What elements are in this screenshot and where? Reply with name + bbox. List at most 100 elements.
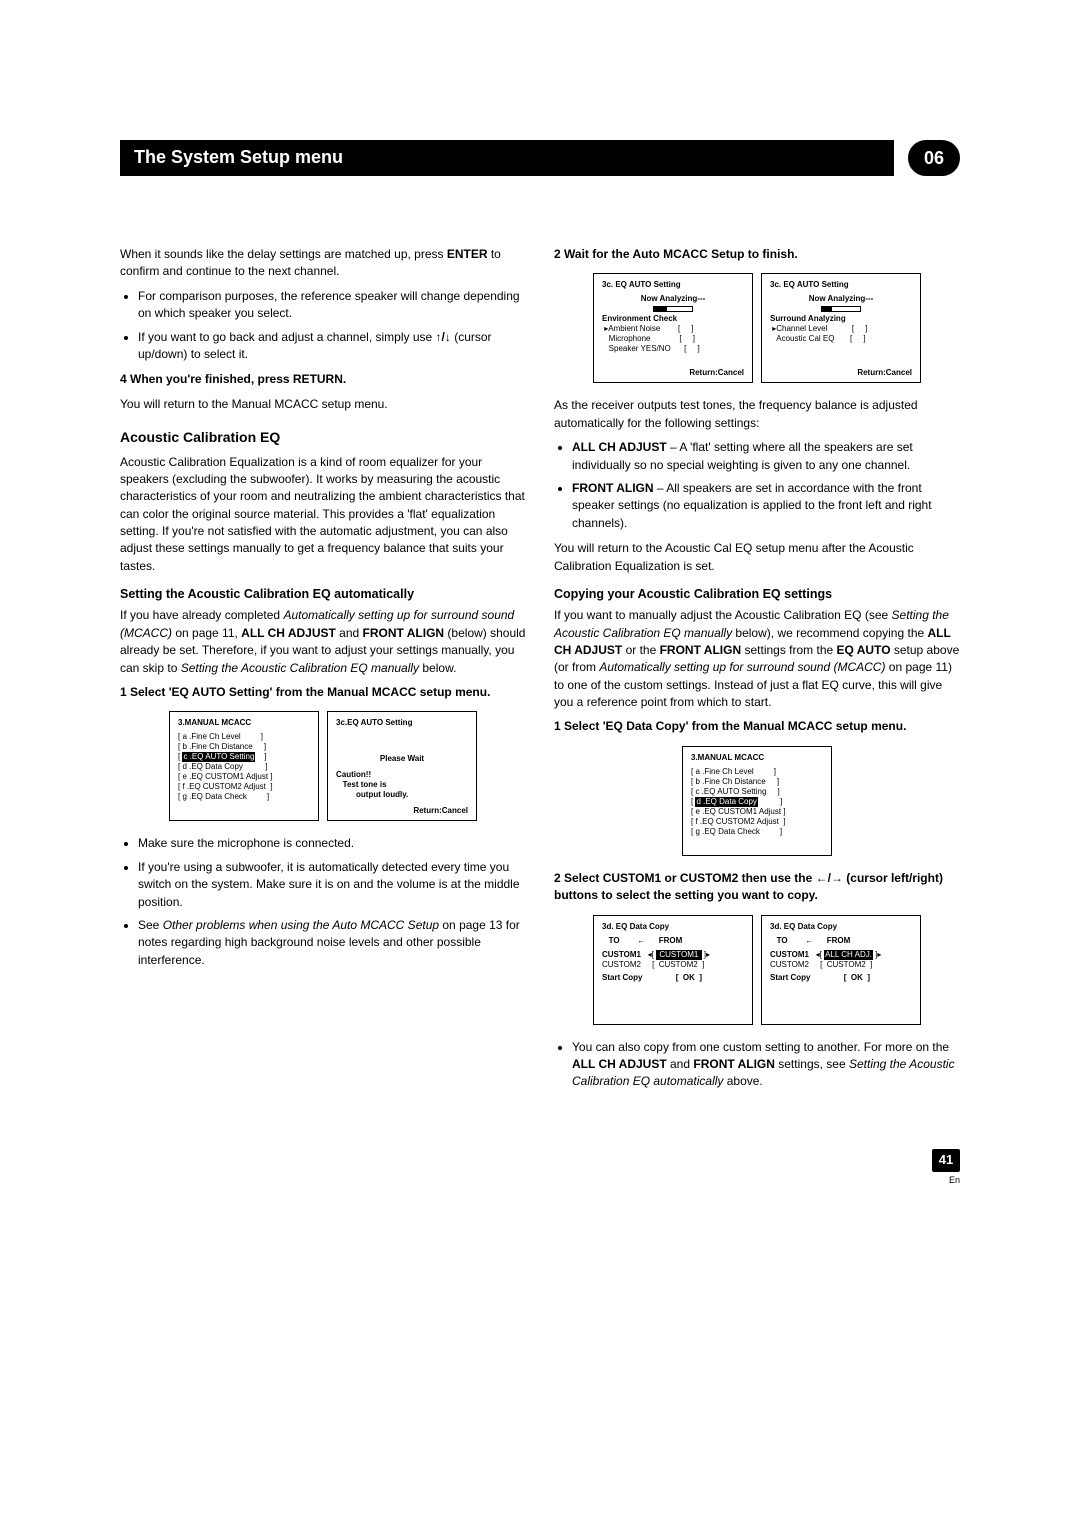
- setting-auto-heading: Setting the Acoustic Calibration EQ auto…: [120, 585, 526, 603]
- sa-a: If you have already completed: [120, 608, 283, 622]
- m2b-l3: Start Copy [ OK ]: [770, 973, 912, 983]
- mb1b-title: 3c.EQ AUTO Setting: [336, 718, 468, 728]
- header-title: The System Setup menu: [120, 140, 894, 176]
- bullet-go-back: If you want to go back and adjust a chan…: [138, 329, 526, 364]
- go-back-a: If you want to go back and adjust a chan…: [138, 330, 436, 344]
- m2b-l2: CUSTOM2 [ CUSTOM2 ]: [770, 960, 912, 970]
- intro-para: When it sounds like the delay settings a…: [120, 246, 526, 281]
- r-para-2: You will return to the Acoustic Cal EQ s…: [554, 540, 960, 575]
- mb1-title: 3.MANUAL MCACC: [178, 718, 310, 728]
- rb1-title: 3c. EQ AUTO Setting: [602, 280, 744, 290]
- mr1-l4: [ f .EQ CUSTOM2 Adjust ]: [691, 817, 823, 827]
- rb2a: FRONT ALIGN: [572, 481, 654, 495]
- m2a-title: 3d. EQ Data Copy: [602, 922, 744, 932]
- mr1-sel: d .EQ Data Copy: [695, 797, 757, 807]
- rl-c: and: [667, 1057, 694, 1071]
- bullet-front-align: FRONT ALIGN – All speakers are set in ac…: [572, 480, 960, 532]
- right-column: 2 Wait for the Auto MCACC Setup to finis…: [554, 246, 960, 1099]
- progress-bar-1: [653, 306, 693, 312]
- rb1-env: Environment Check: [602, 314, 744, 324]
- rl-b: ALL CH ADJUST: [572, 1057, 667, 1071]
- rl-g: above.: [723, 1074, 762, 1088]
- m2a-to: TO ← FROM: [602, 936, 744, 946]
- mb1b-c1: Caution!!: [336, 770, 468, 780]
- menu-eq-copy-1: 3d. EQ Data Copy TO ← FROM CUSTOM1 ◂[ CU…: [593, 915, 753, 1025]
- m2a-l2: CUSTOM2 [ CUSTOM2 ]: [602, 960, 744, 970]
- page-lang: En: [120, 1174, 960, 1187]
- rb2-title: 3c. EQ AUTO Setting: [770, 280, 912, 290]
- m2b-title: 3d. EQ Data Copy: [770, 922, 912, 932]
- cp-h: EQ AUTO: [837, 643, 891, 657]
- bo-b: Other problems when using the Auto MCACC…: [163, 918, 439, 932]
- menu-eq-copy-2: 3d. EQ Data Copy TO ← FROM CUSTOM1 ◂[ AL…: [761, 915, 921, 1025]
- step-4: 4 When you're finished, press RETURN.: [120, 371, 526, 388]
- mb1-l3: [ e .EQ CUSTOM1 Adjust ]: [178, 772, 310, 782]
- mr1-l1: [ b .Fine Ch Distance ]: [691, 777, 823, 787]
- r-para-1: As the receiver outputs test tones, the …: [554, 397, 960, 432]
- mb1-l5: [ g .EQ Data Check ]: [178, 792, 310, 802]
- mb1b-foot: Return:Cancel: [413, 806, 468, 816]
- menu-manual-mcacc: 3.MANUAL MCACC [ a .Fine Ch Level ] [ b …: [169, 711, 319, 821]
- bullet-ref-speaker: For comparison purposes, the reference s…: [138, 288, 526, 323]
- setting-auto-para: If you have already completed Automatica…: [120, 607, 526, 677]
- sa-d: ALL CH ADJUST: [241, 626, 336, 640]
- mb1-sel: c .EQ AUTO Setting: [182, 752, 255, 762]
- sa-c: on page 11,: [172, 626, 241, 640]
- bullet-other: See Other problems when using the Auto M…: [138, 917, 526, 969]
- mb1-sel-wrap: [ c .EQ AUTO Setting ]: [178, 752, 310, 762]
- cp-g: settings from the: [741, 643, 836, 657]
- intro-text-a: When it sounds like the delay settings a…: [120, 247, 447, 261]
- acoustic-cal-eq-para: Acoustic Calibration Equalization is a k…: [120, 454, 526, 576]
- mr1-l3: [ e .EQ CUSTOM1 Adjust ]: [691, 807, 823, 817]
- menu-eq-auto-wait: 3c.EQ AUTO Setting Please Wait Caution!!…: [327, 711, 477, 821]
- mb1-l0: [ a .Fine Ch Level ]: [178, 732, 310, 742]
- mb1-l1: [ b .Fine Ch Distance ]: [178, 742, 310, 752]
- menu-analyzing-2: 3c. EQ AUTO Setting Now Analyzing--- Sur…: [761, 273, 921, 383]
- sa-e: and: [336, 626, 363, 640]
- rb2-env: Surround Analyzing: [770, 314, 912, 324]
- step-4-after: You will return to the Manual MCACC setu…: [120, 396, 526, 413]
- m2a-l3: Start Copy [ OK ]: [602, 973, 744, 983]
- right-step-1: 1 Select 'EQ Data Copy' from the Manual …: [554, 718, 960, 735]
- chapter-number: 06: [908, 140, 960, 176]
- rb2-l1: ▸Channel Level [ ]: [770, 324, 912, 334]
- cp-a: If you want to manually adjust the Acous…: [554, 608, 892, 622]
- mr1-sel-wrap: [ d .EQ Data Copy ]: [691, 797, 823, 807]
- progress-bar-2: [821, 306, 861, 312]
- mb1-l2: [ d .EQ Data Copy ]: [178, 762, 310, 772]
- copying-para: If you want to manually adjust the Acous…: [554, 607, 960, 711]
- acoustic-cal-eq-heading: Acoustic Calibration EQ: [120, 427, 526, 447]
- bullet-copy-custom: You can also copy from one custom settin…: [572, 1039, 960, 1091]
- left-column: When it sounds like the delay settings a…: [120, 246, 526, 1099]
- mr1-l0: [ a .Fine Ch Level ]: [691, 767, 823, 777]
- m2b-to: TO ← FROM: [770, 936, 912, 946]
- sa-f: FRONT ALIGN: [363, 626, 445, 640]
- rb2-now: Now Analyzing---: [770, 294, 912, 304]
- cp-e: or the: [622, 643, 659, 657]
- mb1b-mid: Please Wait: [336, 754, 468, 764]
- cp-j: Automatically setting up for surround so…: [599, 660, 885, 674]
- rb1-now: Now Analyzing---: [602, 294, 744, 304]
- right-step-2: 2 Wait for the Auto MCACC Setup to finis…: [554, 246, 960, 263]
- cursor-up-down-icon: ↑/↓: [436, 330, 451, 344]
- rl-a: You can also copy from one custom settin…: [572, 1040, 949, 1054]
- page-header: The System Setup menu 06: [120, 140, 960, 176]
- rb1-l1: ▸Ambient Noise [ ]: [602, 324, 744, 334]
- rb1a: ALL CH ADJUST: [572, 440, 667, 454]
- m2a-l1: CUSTOM1 ◂[ CUSTOM1 ]▸: [602, 950, 744, 960]
- rb1-l2: Microphone [ ]: [602, 334, 744, 344]
- mr1-l5: [ g .EQ Data Check ]: [691, 827, 823, 837]
- rl-e: settings, see: [775, 1057, 849, 1071]
- cp-f: FRONT ALIGN: [660, 643, 742, 657]
- rl-d: FRONT ALIGN: [693, 1057, 775, 1071]
- mr1-title: 3.MANUAL MCACC: [691, 753, 823, 763]
- menu-manual-mcacc-2: 3.MANUAL MCACC [ a .Fine Ch Level ] [ b …: [682, 746, 832, 856]
- right-step-2b: 2 Select CUSTOM1 or CUSTOM2 then use the…: [554, 870, 960, 905]
- rb1-foot: Return:Cancel: [689, 368, 744, 378]
- bullet-sub: If you're using a subwoofer, it is autom…: [138, 859, 526, 911]
- bullet-mic: Make sure the microphone is connected.: [138, 835, 526, 852]
- bo-a: See: [138, 918, 163, 932]
- m2b-l1: CUSTOM1 ◂[ ALL CH ADJ. ]▸: [770, 950, 912, 960]
- copying-heading: Copying your Acoustic Calibration EQ set…: [554, 585, 960, 603]
- rb2-l2: Acoustic Cal EQ [ ]: [770, 334, 912, 344]
